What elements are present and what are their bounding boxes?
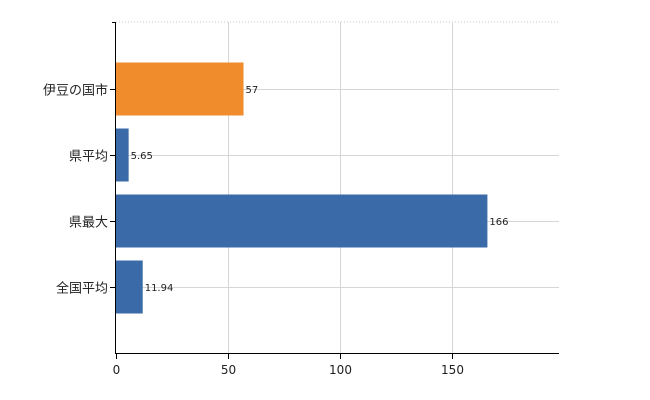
- x-tick-label: 50: [221, 363, 236, 377]
- bar-series: [116, 62, 488, 314]
- category-label: 県平均: [69, 150, 108, 165]
- x-tick-label: 0: [113, 363, 121, 377]
- data-label: 5.65: [131, 151, 153, 162]
- category-label: 全国平均: [56, 281, 108, 297]
- data-label: 57: [246, 85, 259, 96]
- x-tick-label: 150: [441, 363, 464, 377]
- bar: [116, 128, 129, 182]
- bar: [116, 260, 143, 314]
- bar: [116, 194, 488, 248]
- data-label: 11.94: [145, 283, 174, 294]
- x-tick-label: 100: [329, 363, 352, 377]
- category-label: 県最大: [69, 216, 108, 231]
- axes: [110, 22, 559, 359]
- bar: [116, 62, 244, 116]
- category-label: 伊豆の国市: [43, 83, 108, 99]
- data-label: 166: [489, 217, 508, 228]
